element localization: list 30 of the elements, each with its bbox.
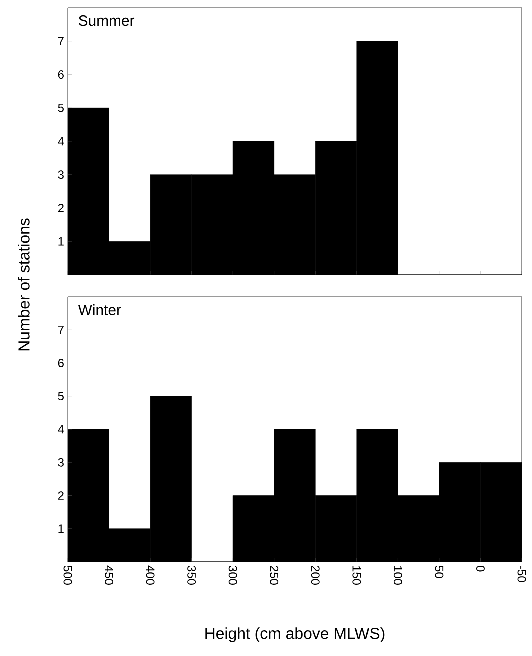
x-tick-label: 500 bbox=[64, 566, 72, 585]
y-tick-label: 6 bbox=[58, 359, 64, 368]
y-tick-label: 2 bbox=[58, 492, 64, 500]
chart-title: Summer bbox=[78, 16, 135, 26]
x-tick-label: 250 bbox=[270, 566, 279, 585]
x-tick-label: 100 bbox=[394, 566, 402, 585]
x-tick-label: 300 bbox=[228, 566, 238, 585]
x-axis-title: Height (cm above MLWS) bbox=[206, 628, 385, 642]
y-axis-title: Number of stations bbox=[18, 218, 30, 351]
y-tick-label: 5 bbox=[58, 392, 64, 401]
y-tick-label: 3 bbox=[58, 458, 64, 467]
x-tick-label: -50 bbox=[518, 566, 526, 582]
x-tick-label: 50 bbox=[435, 566, 444, 578]
y-tick-label: 3 bbox=[58, 170, 64, 180]
y-tick-label: 1 bbox=[58, 524, 64, 533]
x-tick-label: 400 bbox=[146, 566, 155, 585]
x-tick-label: 450 bbox=[105, 566, 114, 585]
x-tick-label: 350 bbox=[188, 566, 196, 585]
y-tick-label: 2 bbox=[58, 204, 64, 212]
x-tick-label: 0 bbox=[476, 566, 485, 572]
y-tick-label: 4 bbox=[58, 425, 64, 434]
y-tick-label: 4 bbox=[58, 137, 64, 146]
y-tick-label: 5 bbox=[58, 104, 64, 112]
x-tick-label: 200 bbox=[311, 566, 320, 585]
y-tick-label: 6 bbox=[58, 70, 64, 79]
x-tick-label: 150 bbox=[352, 566, 362, 585]
y-tick-label: 1 bbox=[58, 238, 64, 246]
y-tick-label: 7 bbox=[58, 37, 64, 46]
chart-title: Winter bbox=[78, 304, 122, 316]
y-tick-label: 7 bbox=[58, 326, 64, 334]
